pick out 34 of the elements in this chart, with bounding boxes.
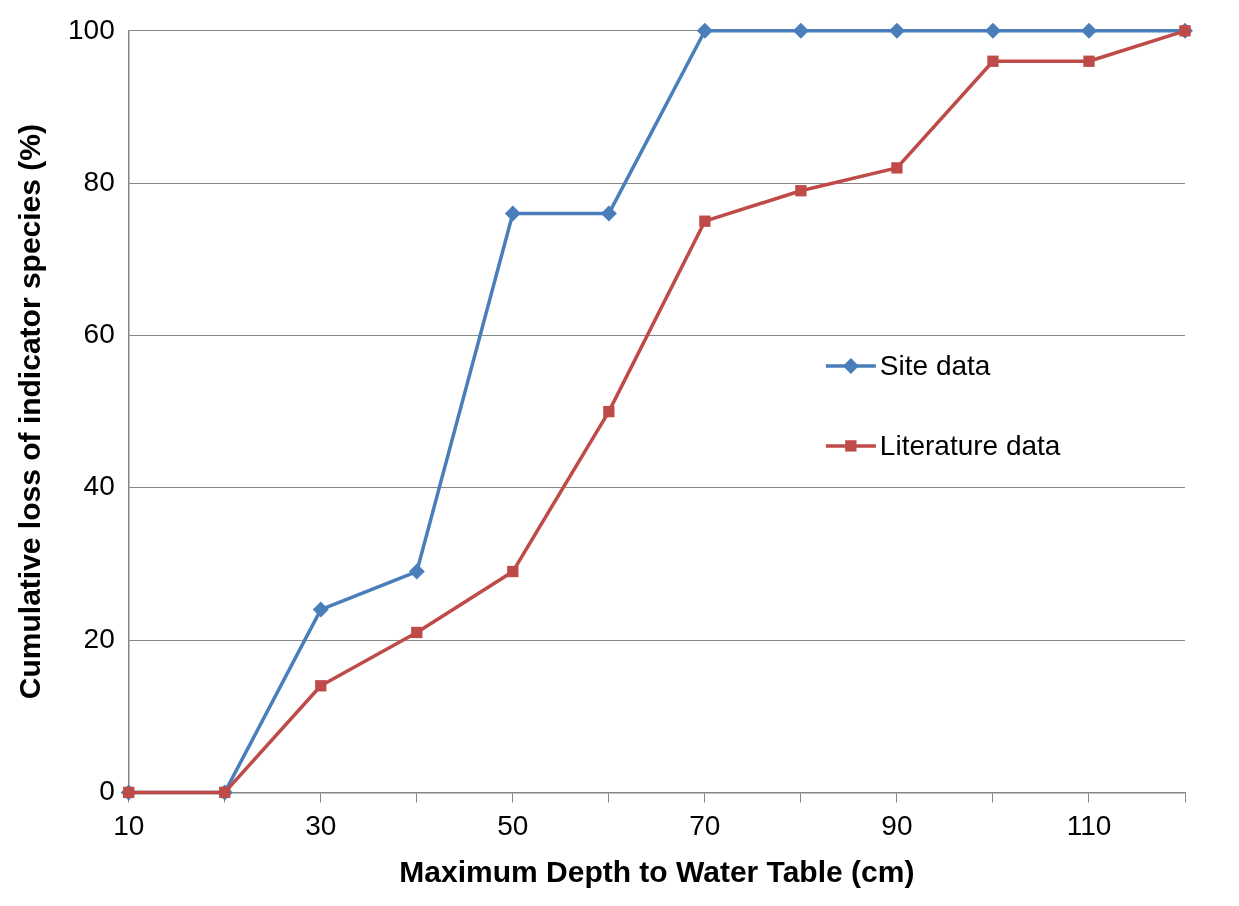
point xyxy=(984,22,1001,39)
point xyxy=(507,565,519,578)
point xyxy=(603,405,615,418)
point xyxy=(891,162,903,174)
y-tick-label: 0 xyxy=(99,775,115,807)
y-tick-label: 60 xyxy=(83,318,115,350)
legend-label: Literature data xyxy=(879,429,1061,461)
y-tick-label: 20 xyxy=(83,622,115,654)
legend-label: Site data xyxy=(879,349,991,381)
y-tick-label: 80 xyxy=(83,165,115,197)
x-tick-label: 50 xyxy=(497,809,529,841)
point xyxy=(315,680,327,692)
point xyxy=(987,55,999,67)
x-tick-label: 30 xyxy=(305,809,337,841)
point xyxy=(411,626,423,639)
point xyxy=(1083,55,1095,67)
point xyxy=(696,22,713,39)
x-tick-label: 10 xyxy=(113,809,145,841)
x-axis-title: Maximum Depth to Water Table (cm) xyxy=(399,855,915,889)
point xyxy=(312,601,329,618)
y-axis-title: Cumulative loss of indicator species (%) xyxy=(13,124,47,700)
x-tick-label: 110 xyxy=(1066,809,1112,841)
point xyxy=(795,185,807,197)
point xyxy=(792,22,809,39)
point xyxy=(699,215,711,227)
point xyxy=(1080,22,1097,39)
x-tick-label: 70 xyxy=(689,809,721,841)
x-tick-label: 90 xyxy=(881,809,913,841)
y-tick-label: 100 xyxy=(68,13,115,45)
point xyxy=(504,205,521,222)
y-tick-label: 40 xyxy=(83,470,115,502)
point xyxy=(408,563,425,580)
point xyxy=(888,22,905,39)
point xyxy=(600,205,617,222)
